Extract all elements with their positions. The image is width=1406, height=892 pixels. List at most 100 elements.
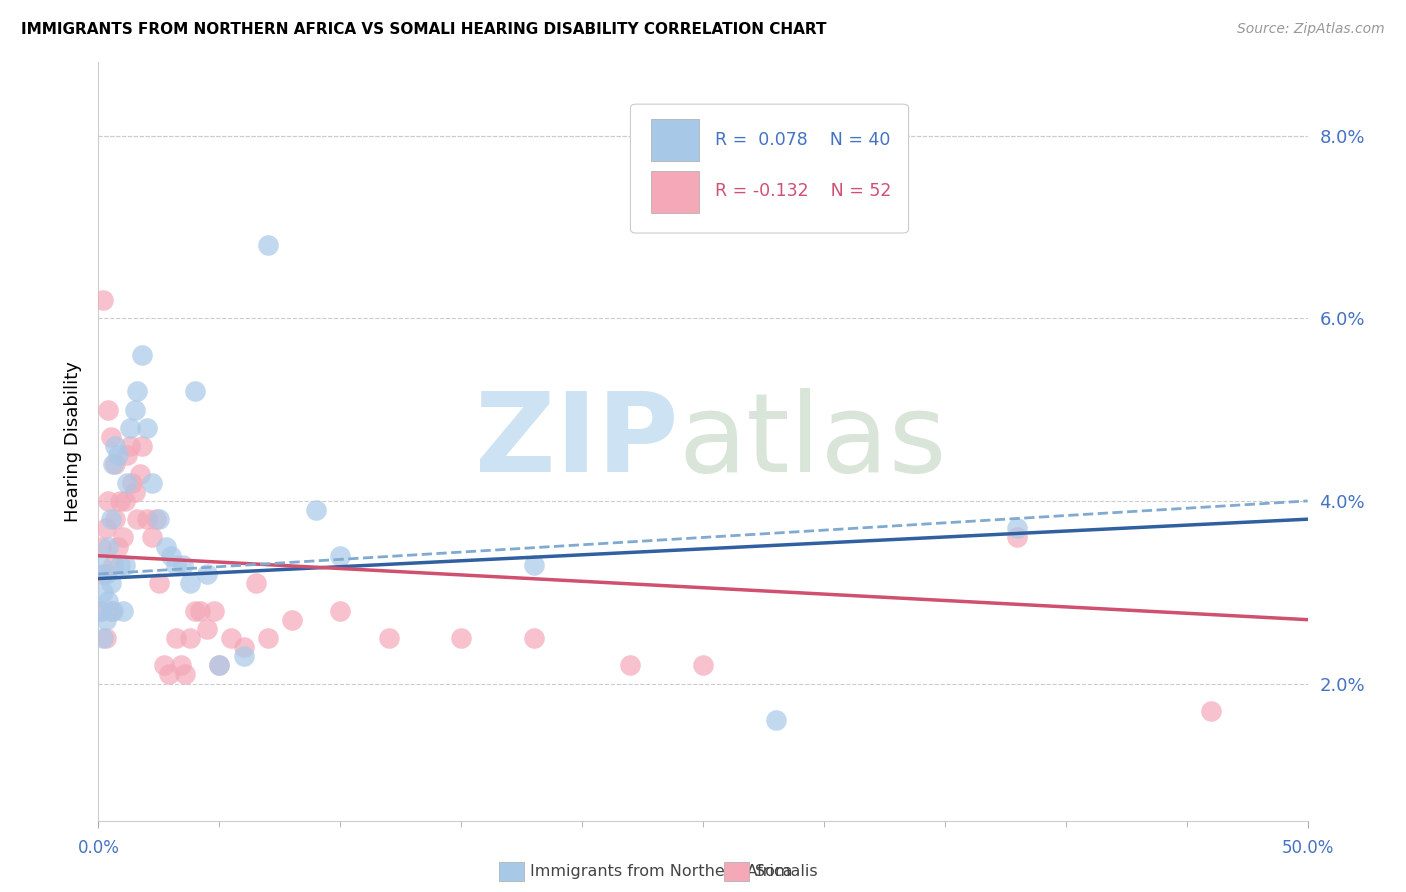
Point [91,631,114,645]
Point [100,512,122,526]
Point [100,603,122,617]
Point [100,576,122,591]
Point [128,467,150,481]
Point [94,521,117,535]
Point [100,430,122,444]
Point [104,458,127,472]
Point [127,384,149,399]
Point [108,558,131,572]
Point [90,540,112,554]
Point [94,631,117,645]
Point [90,558,112,572]
Point [101,558,124,572]
Point [172,558,194,572]
Point [101,603,124,617]
Point [118,439,141,453]
Point [765,713,787,727]
Point [148,576,170,591]
Point [141,531,163,545]
Point [188,603,211,617]
Point [208,658,231,673]
Point [124,402,146,417]
Point [281,613,304,627]
Point [169,658,191,673]
Point [94,613,117,627]
Text: R = -0.132    N = 52: R = -0.132 N = 52 [716,182,891,201]
Point [377,631,399,645]
Text: atlas: atlas [679,388,948,495]
Point [101,458,124,472]
Point [305,503,328,517]
Point [135,512,157,526]
Point [184,603,207,617]
Point [204,603,226,617]
Y-axis label: Hearing Disability: Hearing Disability [63,361,82,522]
Point [329,603,352,617]
Text: Source: ZipAtlas.com: Source: ZipAtlas.com [1237,22,1385,37]
Text: Somalis: Somalis [755,864,818,879]
Point [179,631,201,645]
Point [1007,521,1029,535]
Text: IMMIGRANTS FROM NORTHERN AFRICA VS SOMALI HEARING DISABILITY CORRELATION CHART: IMMIGRANTS FROM NORTHERN AFRICA VS SOMAL… [21,22,827,37]
Point [148,512,170,526]
Bar [651,171,699,212]
Point [145,512,167,526]
Point [184,384,207,399]
Point [131,348,153,362]
Point [329,549,352,563]
Point [121,475,143,490]
Point [450,631,472,645]
Point [155,540,177,554]
Point [111,531,134,545]
Point [1199,704,1222,718]
Point [692,658,714,673]
Point [256,238,278,252]
Point [114,494,136,508]
Point [97,594,120,608]
Point [97,494,120,508]
Bar [651,120,699,161]
Point [91,293,114,307]
Point [108,494,131,508]
Text: R =  0.078    N = 40: R = 0.078 N = 40 [716,131,890,149]
Point [157,667,180,681]
Point [523,631,546,645]
Point [97,402,120,417]
Point [90,603,112,617]
Point [124,484,146,499]
Point [94,566,117,581]
Point [107,540,129,554]
Point [114,558,136,572]
Point [165,631,187,645]
Point [97,540,120,554]
Text: Immigrants from Northern Africa: Immigrants from Northern Africa [530,864,793,879]
Point [117,448,139,462]
Point [91,566,114,581]
Point [165,558,187,572]
Point [111,603,134,617]
Point [523,558,546,572]
Point [232,640,254,654]
Point [256,631,278,645]
Point [179,576,201,591]
Point [141,475,163,490]
Point [232,649,254,664]
Point [127,512,149,526]
Point [104,512,127,526]
Text: ZIP: ZIP [475,388,679,495]
Point [160,549,183,563]
Point [90,603,112,617]
Point [118,421,141,435]
Point [174,667,197,681]
Point [221,631,243,645]
Point [245,576,267,591]
Point [91,585,114,599]
Point [117,475,139,490]
Point [1007,531,1029,545]
Point [107,448,129,462]
Point [131,439,153,453]
Point [208,658,231,673]
Point [195,622,218,636]
Point [195,566,218,581]
Point [135,421,157,435]
